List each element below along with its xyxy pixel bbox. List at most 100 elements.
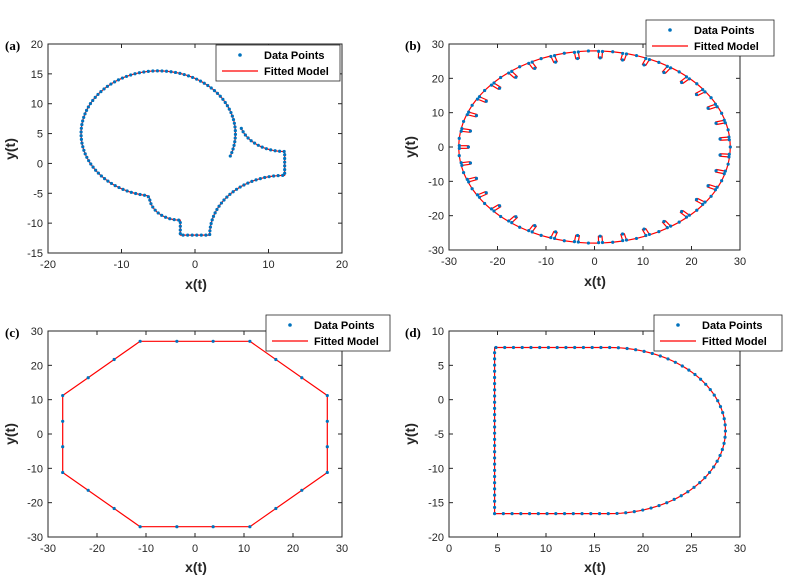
- data-point: [499, 214, 503, 219]
- data-point: [575, 56, 580, 61]
- data-point: [598, 56, 602, 60]
- data-point: [230, 150, 234, 155]
- data-point: [484, 99, 488, 103]
- data-point: [492, 81, 496, 85]
- data-point: [658, 354, 662, 358]
- data-point: [233, 136, 237, 140]
- legend-box: [653, 314, 783, 352]
- data-point: [168, 217, 172, 221]
- data-point: [230, 114, 234, 118]
- y-tick-label: 10: [432, 326, 444, 338]
- data-point: [465, 113, 469, 117]
- data-point: [457, 136, 461, 140]
- data-point: [492, 388, 497, 392]
- data-point: [597, 241, 601, 245]
- data-point: [300, 488, 304, 492]
- data-point: [642, 227, 646, 231]
- x-tick-label: 30: [734, 256, 746, 268]
- data-point: [562, 239, 566, 243]
- data-point: [225, 104, 229, 108]
- data-point: [238, 185, 242, 189]
- data-point: [206, 83, 210, 88]
- panel-c: -30 -20 -10 0 10 20 30 -30 -20 -10 0 10 20 30 x(t) y(t)…: [2, 314, 391, 575]
- y-tick-label: -15: [428, 498, 444, 510]
- data-point: [208, 232, 212, 237]
- data-point: [625, 346, 629, 351]
- data-point: [693, 372, 697, 377]
- data-point: [492, 431, 497, 435]
- data-point: [709, 194, 713, 198]
- data-point: [467, 180, 471, 184]
- x-tick-label: 10: [262, 259, 274, 271]
- data-point: [233, 125, 237, 129]
- data-point: [151, 69, 155, 73]
- data-point: [138, 192, 142, 197]
- data-point: [728, 145, 732, 149]
- data-point: [662, 70, 666, 75]
- data-point: [510, 512, 514, 516]
- data-point: [647, 57, 652, 62]
- panel-label: (d): [405, 325, 421, 340]
- data-point: [79, 134, 83, 138]
- data-point: [264, 147, 268, 151]
- data-point: [146, 69, 150, 73]
- data-point: [672, 497, 676, 501]
- y-tick-label: 15: [31, 69, 43, 81]
- x-tick-label: -20: [490, 256, 506, 268]
- y-tick-label: 5: [37, 129, 43, 141]
- data-point: [727, 138, 731, 142]
- data-point: [527, 229, 531, 233]
- data-point: [233, 129, 237, 133]
- data-point: [137, 71, 141, 75]
- data-point: [665, 501, 669, 505]
- data-point: [611, 50, 615, 54]
- data-point: [129, 190, 133, 194]
- data-point: [231, 118, 236, 122]
- data-point: [492, 351, 497, 355]
- data-point: [96, 92, 100, 97]
- data-point: [81, 119, 85, 123]
- data-point: [325, 470, 329, 475]
- data-point: [497, 86, 502, 90]
- data-point: [81, 145, 85, 149]
- y-tick-label: 20: [31, 360, 43, 372]
- data-point: [190, 233, 194, 237]
- x-tick-label: 10: [637, 256, 649, 268]
- data-point: [283, 156, 287, 161]
- data-point: [600, 240, 605, 245]
- data-point: [210, 218, 214, 222]
- data-point: [492, 363, 497, 367]
- data-point: [169, 70, 173, 74]
- data-point: [706, 106, 710, 110]
- data-point: [175, 339, 179, 343]
- data-point: [283, 153, 287, 157]
- data-point: [195, 233, 199, 237]
- data-point: [720, 447, 724, 452]
- x-tick-label: 0: [446, 543, 452, 555]
- data-point: [484, 191, 488, 195]
- y-tick-label: -15: [27, 248, 43, 260]
- data-point: [668, 224, 673, 228]
- data-point: [665, 64, 669, 68]
- data-point: [538, 345, 542, 350]
- legend-label-fit: Fitted Model: [702, 336, 767, 348]
- data-point: [466, 145, 471, 149]
- y-tick-label: 0: [37, 158, 43, 170]
- data-point: [91, 165, 95, 169]
- data-point: [662, 219, 666, 224]
- data-point: [575, 233, 580, 238]
- axes-box: [448, 330, 741, 538]
- data-point: [325, 393, 329, 398]
- data-point: [597, 49, 601, 53]
- data-point: [269, 148, 273, 152]
- y-tick-label: 10: [31, 395, 43, 407]
- data-point: [492, 450, 497, 454]
- data-point: [460, 163, 464, 168]
- data-point: [581, 345, 586, 350]
- data-point: [274, 506, 278, 511]
- data-point: [283, 160, 287, 164]
- legend: Data Points Fitted Model: [653, 314, 783, 352]
- data-point: [720, 111, 724, 115]
- panel-label: (a): [5, 38, 20, 53]
- legend-marker-points: [288, 323, 292, 327]
